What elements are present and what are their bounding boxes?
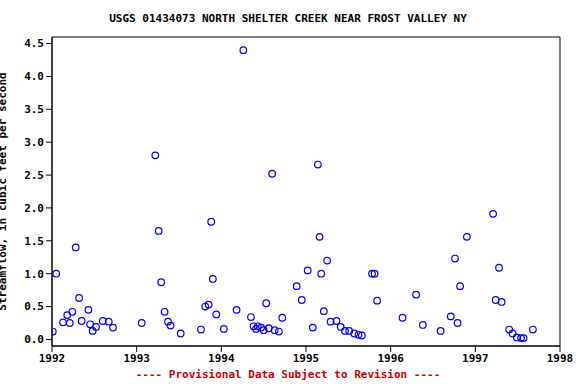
svg-text:1996: 1996 [377, 352, 404, 365]
svg-text:1997: 1997 [462, 352, 489, 365]
svg-text:2.5: 2.5 [24, 169, 44, 182]
svg-text:1994: 1994 [208, 352, 235, 365]
svg-text:2.0: 2.0 [24, 202, 44, 215]
svg-text:4.0: 4.0 [24, 70, 44, 83]
svg-text:1998: 1998 [547, 352, 568, 365]
html-text:---- Provisional Data Subject: ---- Provisional Data Subject to Revisio… [135, 368, 441, 381]
html-text:USGS 01434073 NORTH SHELTER CR: USGS 01434073 NORTH SHELTER CREEK NEAR F… [109, 12, 467, 25]
svg-text:1.5: 1.5 [24, 235, 44, 248]
svg-text:1992: 1992 [39, 352, 66, 365]
svg-text:1993: 1993 [123, 352, 150, 365]
svg-text:0.5: 0.5 [24, 300, 44, 313]
svg-text:4.5: 4.5 [24, 37, 44, 50]
svg-text:3.5: 3.5 [24, 103, 44, 116]
svg-text:3.0: 3.0 [24, 136, 44, 149]
svg-text:0.0: 0.0 [24, 333, 44, 346]
svg-text:1.0: 1.0 [24, 268, 44, 281]
svg-text:Streamflow, in cubic feet per: Streamflow, in cubic feet per second [8, 72, 9, 310]
svg-text:1995: 1995 [293, 352, 320, 365]
